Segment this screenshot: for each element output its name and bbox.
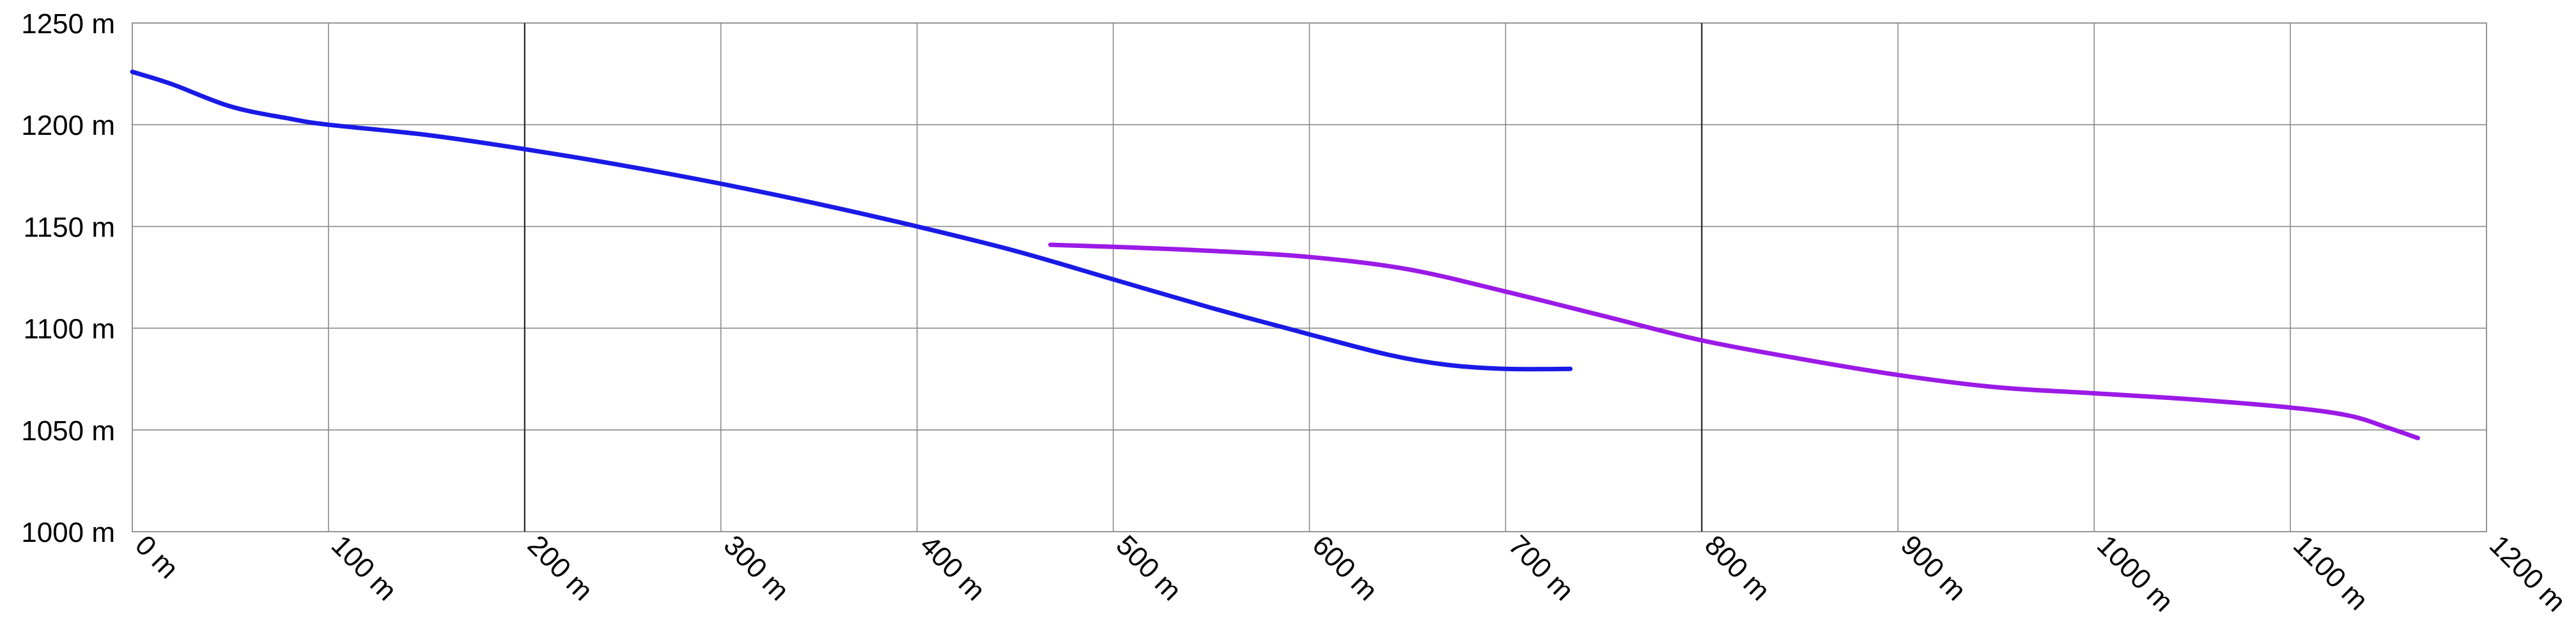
y-tick-label: 1000 m — [21, 517, 115, 548]
x-tick-label: 300 m — [718, 529, 795, 606]
series-line-1 — [130, 69, 1573, 372]
x-tick-label: 200 m — [522, 529, 599, 606]
x-tick-label: 800 m — [1698, 529, 1776, 606]
x-tick-label: 100 m — [325, 529, 403, 606]
y-tick-label: 1100 m — [24, 314, 116, 345]
x-tick-label: 400 m — [914, 529, 991, 606]
x-tick-label: 0 m — [129, 529, 185, 585]
x-tick-label: 1100 m — [2287, 529, 2374, 616]
x-tick-label: 600 m — [1306, 529, 1383, 606]
series-layer — [130, 69, 2421, 440]
y-tick-label: 1150 m — [24, 212, 116, 243]
series-line-2 — [1048, 242, 2421, 440]
x-tick-label: 1200 m — [2483, 529, 2572, 617]
x-tick-label: 900 m — [1895, 529, 1972, 606]
x-tick-label: 500 m — [1110, 529, 1188, 606]
y-axis-labels: 1000 m 1050 m 1100 m 1150 m 1200 m 1250 m — [21, 8, 115, 548]
y-tick-label: 1050 m — [21, 415, 115, 447]
x-tick-label: 1000 m — [2091, 529, 2179, 617]
y-tick-label: 1250 m — [21, 8, 115, 40]
x-axis-labels: 0 m 100 m 200 m 300 m 400 m 500 m 600 m 700 m 80… — [129, 529, 2572, 617]
grid-layer — [132, 22, 2487, 532]
x-tick-label: 700 m — [1502, 529, 1579, 606]
y-tick-label: 1200 m — [21, 110, 115, 141]
